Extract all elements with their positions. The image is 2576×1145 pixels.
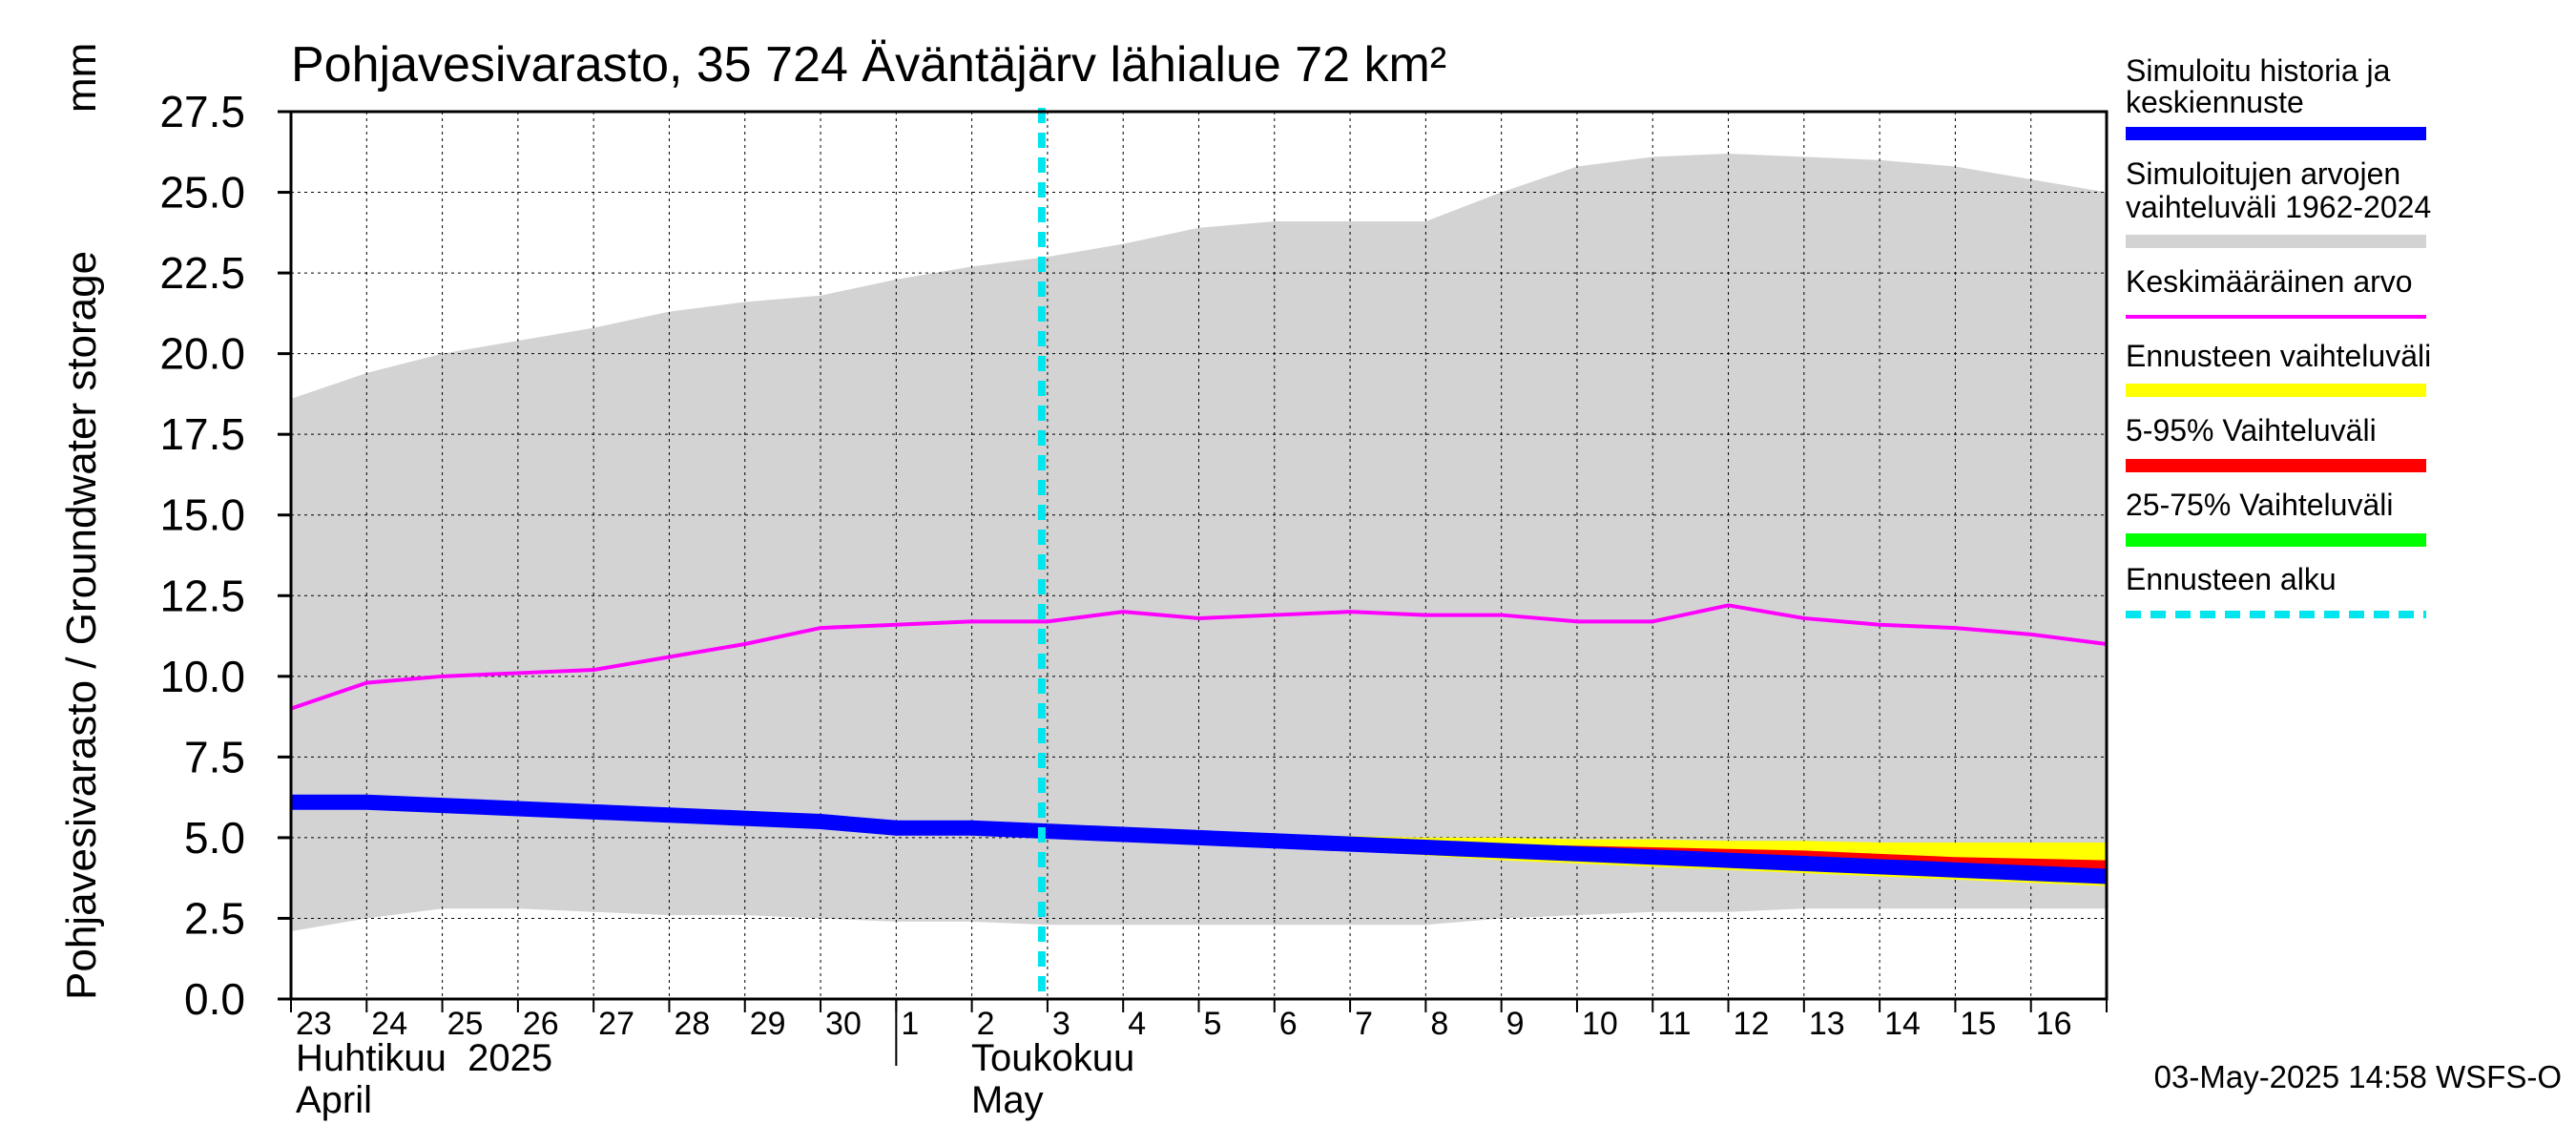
x-tick-label: 25 (447, 1006, 484, 1042)
y-tick-label: 0.0 (184, 974, 245, 1024)
x-tick-label: 27 (598, 1006, 634, 1042)
y-tick-label: 15.0 (159, 490, 245, 540)
x-tick-label: 1 (901, 1006, 919, 1042)
grid-lines (291, 112, 2107, 999)
mean-value-series (290, 603, 2108, 711)
y-tick-label: 20.0 (159, 329, 245, 379)
x-tick-label: 16 (2036, 1006, 2072, 1042)
legend-label: 5-95% Vaihteluväli (2126, 413, 2377, 448)
x-tick-label: 28 (674, 1006, 710, 1042)
x-tick-label: 8 (1430, 1006, 1448, 1042)
legend-label: Simuloitu historia ja (2126, 53, 2391, 88)
x-tick-label: 10 (1582, 1006, 1618, 1042)
y-tick-label: 25.0 (159, 168, 245, 218)
y-tick-label: 5.0 (184, 813, 245, 863)
y-tick-label: 7.5 (184, 732, 245, 781)
x-tick-label: 14 (1884, 1006, 1921, 1042)
y-tick-label: 17.5 (159, 409, 245, 459)
x-tick-label: 3 (1052, 1006, 1070, 1042)
y-axis: 0.0 2.5 5.0 7.5 10.0 12.5 15.0 17.5 20.0 22.5 25.0… (159, 87, 291, 1024)
mean-value-line (290, 603, 2108, 711)
x-tick-label: 2 (977, 1006, 995, 1042)
legend-label: Ennusteen vaihteluväli (2126, 339, 2431, 373)
x-tick-label: 24 (371, 1006, 407, 1042)
x-tick-label: 30 (825, 1006, 862, 1042)
y-tick-label: 10.0 (159, 652, 245, 701)
month-label-may-fi: Toukokuu (971, 1037, 1134, 1079)
x-axis: 23 24 25 26 27 28 29 30 1 2 3 4 5 6 7 8 9 10 11 12 13 14 15 16 (290, 999, 2108, 1066)
legend-label: 25-75% Vaihteluväli (2126, 488, 2393, 522)
y-axis-unit: mm (58, 43, 105, 113)
x-tick-label: 11 (1657, 1006, 1691, 1042)
month-label-april-fi: Huhtikuu 2025 (296, 1037, 552, 1079)
x-tick-label: 26 (523, 1006, 559, 1042)
legend-label: keskiennuste (2126, 85, 2304, 119)
x-tick-label: 12 (1734, 1006, 1770, 1042)
x-tick-label: 4 (1128, 1006, 1146, 1042)
y-tick-label: 12.5 (159, 571, 245, 620)
month-label-may-en: May (971, 1079, 1044, 1121)
x-tick-label: 29 (750, 1006, 786, 1042)
median-forecast-line (1047, 823, 2108, 885)
y-axis-label: Pohjavesivarasto / Groundwater storage (58, 251, 105, 1000)
x-tick-label: 6 (1279, 1006, 1298, 1042)
chart-title: Pohjavesivarasto, 35 724 Äväntäjärv lähi… (291, 37, 1446, 93)
y-tick-label: 22.5 (159, 248, 245, 298)
x-tick-label: 15 (1960, 1006, 1996, 1042)
x-tick-label: 9 (1506, 1006, 1525, 1042)
legend-label: vaihteluväli 1962-2024 (2126, 190, 2431, 224)
legend-label: Ennusteen alku (2126, 562, 2337, 596)
footer-timestamp: 03-May-2025 14:58 WSFS-O (2154, 1059, 2562, 1094)
legend-label: Simuloitujen arvojen (2126, 156, 2400, 191)
month-label-april-en: April (296, 1079, 372, 1121)
x-tick-label: 13 (1809, 1006, 1845, 1042)
y-tick-label: 27.5 (159, 87, 245, 136)
history-line (291, 794, 1049, 840)
legend-label: Keskimääräinen arvo (2126, 264, 2413, 299)
x-tick-label: 23 (296, 1006, 332, 1042)
x-tick-label: 7 (1355, 1006, 1373, 1042)
x-tick-label: 5 (1204, 1006, 1222, 1042)
history-series (291, 794, 2108, 885)
y-tick-label: 2.5 (184, 893, 245, 943)
